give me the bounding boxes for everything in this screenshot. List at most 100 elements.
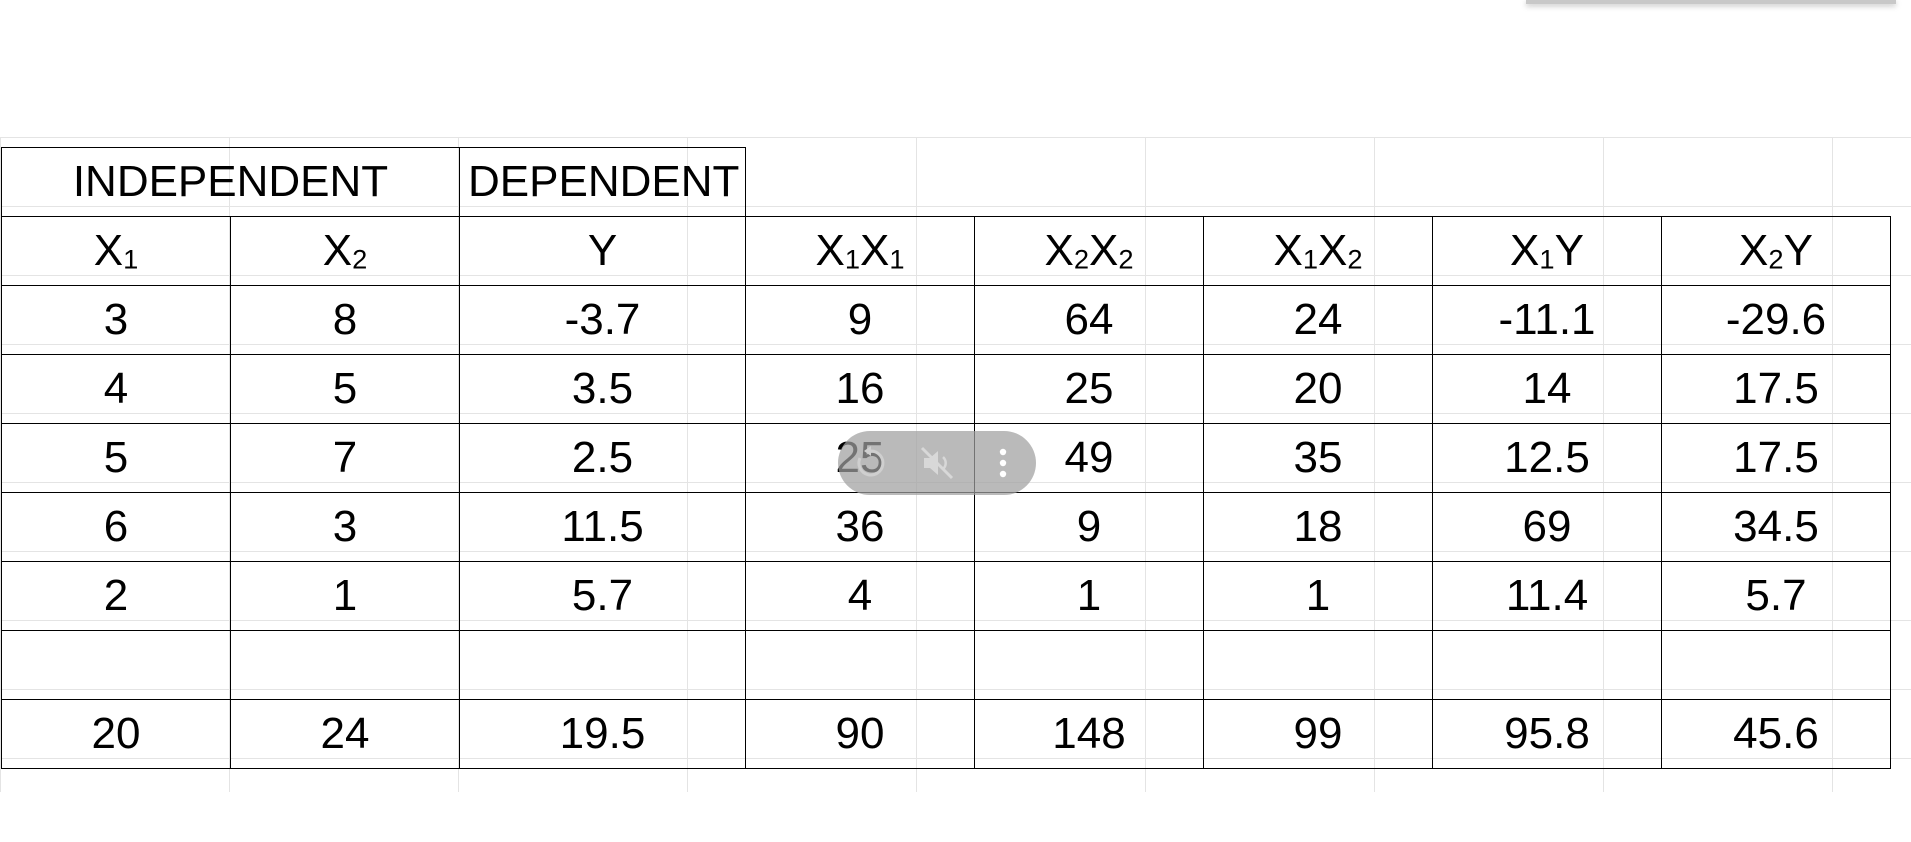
column-header[interactable]: X1X1 bbox=[745, 216, 975, 286]
table-cell[interactable] bbox=[230, 630, 460, 700]
table-cell[interactable] bbox=[974, 630, 1204, 700]
table-body: 3 8 -3.7 9 64 24 -11.1 -29.6 4 5 3.5 16 25 20 14 17.5 5 7… bbox=[1, 285, 1891, 769]
header-symbol: Y bbox=[587, 226, 618, 275]
header-symbol: Y bbox=[1783, 226, 1813, 275]
empty-cell[interactable] bbox=[975, 148, 1204, 217]
header-symbol: Y bbox=[1554, 226, 1584, 275]
table-cell[interactable]: 5.7 bbox=[459, 561, 746, 631]
replay-icon[interactable] bbox=[851, 443, 891, 483]
table-cell[interactable]: 9 bbox=[745, 285, 975, 355]
more-options-icon[interactable] bbox=[983, 443, 1023, 483]
empty-cell[interactable] bbox=[1204, 148, 1433, 217]
table-cell[interactable]: 1 bbox=[1203, 561, 1433, 631]
table-cell[interactable]: 1 bbox=[230, 561, 460, 631]
table-cell[interactable]: 11.4 bbox=[1432, 561, 1662, 631]
column-header[interactable]: X2Y bbox=[1661, 216, 1891, 286]
table-cell[interactable]: 148 bbox=[974, 699, 1204, 769]
column-header-row: X1 X2 Y X1X1 X2X2 X1X2 X1Y X2Y bbox=[1, 216, 1891, 286]
table-cell[interactable] bbox=[1432, 630, 1662, 700]
table-cell[interactable]: 24 bbox=[230, 699, 460, 769]
column-header[interactable]: X2 bbox=[230, 216, 460, 286]
header-subscript: 2 bbox=[1073, 243, 1089, 275]
dependent-header[interactable]: DEPENDENT bbox=[459, 147, 746, 217]
table-cell[interactable]: 45.6 bbox=[1661, 699, 1891, 769]
header-symbol: X bbox=[1739, 226, 1769, 275]
header-subscript: 1 bbox=[889, 243, 905, 275]
empty-cell[interactable] bbox=[1662, 148, 1891, 217]
top-panel-edge bbox=[1526, 0, 1896, 4]
table-cell[interactable]: 18 bbox=[1203, 492, 1433, 562]
table-cell[interactable]: 36 bbox=[745, 492, 975, 562]
table-cell[interactable]: 25 bbox=[974, 354, 1204, 424]
column-header[interactable]: X2X2 bbox=[974, 216, 1204, 286]
table-cell[interactable]: -3.7 bbox=[459, 285, 746, 355]
table-cell[interactable]: 4 bbox=[745, 561, 975, 631]
table-cell[interactable] bbox=[1661, 630, 1891, 700]
table-cell[interactable]: 1 bbox=[974, 561, 1204, 631]
table-cell[interactable]: 90 bbox=[745, 699, 975, 769]
table-cell[interactable]: 35 bbox=[1203, 423, 1433, 493]
table-cell[interactable] bbox=[745, 630, 975, 700]
header-symbol: X bbox=[1044, 226, 1074, 275]
header-subscript: 2 bbox=[1118, 243, 1134, 275]
column-header[interactable]: X1X2 bbox=[1203, 216, 1433, 286]
table-cell[interactable]: 99 bbox=[1203, 699, 1433, 769]
independent-header[interactable]: INDEPENDENT bbox=[1, 147, 460, 217]
table-cell[interactable]: -11.1 bbox=[1432, 285, 1662, 355]
header-subscript: 1 bbox=[1539, 243, 1555, 275]
header-subscript: 2 bbox=[1768, 243, 1784, 275]
table-cell[interactable]: 3.5 bbox=[459, 354, 746, 424]
header-subscript: 1 bbox=[844, 243, 860, 275]
header-symbol: X bbox=[860, 226, 890, 275]
header-subscript: 1 bbox=[1302, 243, 1318, 275]
table-cell[interactable]: 20 bbox=[1203, 354, 1433, 424]
table-cell[interactable]: 6 bbox=[1, 492, 231, 562]
table-cell[interactable]: 7 bbox=[230, 423, 460, 493]
header-symbol: X bbox=[1089, 226, 1119, 275]
table-cell[interactable]: 9 bbox=[974, 492, 1204, 562]
mute-icon[interactable] bbox=[917, 443, 957, 483]
table-cell[interactable]: 12.5 bbox=[1432, 423, 1662, 493]
data-table: INDEPENDENT DEPENDENT X1 X2 Y X1X1 X2X2 X1X2 X… bbox=[1, 147, 1891, 769]
table-cell[interactable]: 69 bbox=[1432, 492, 1662, 562]
table-cell[interactable] bbox=[459, 630, 746, 700]
table-cell[interactable]: -29.6 bbox=[1661, 285, 1891, 355]
table-cell[interactable]: 17.5 bbox=[1661, 423, 1891, 493]
table-cell[interactable]: 5 bbox=[1, 423, 231, 493]
empty-cell[interactable] bbox=[746, 148, 975, 217]
column-header[interactable]: X1Y bbox=[1432, 216, 1662, 286]
table-cell[interactable]: 3 bbox=[230, 492, 460, 562]
header-symbol: X bbox=[322, 226, 353, 275]
empty-cell[interactable] bbox=[1433, 148, 1662, 217]
header-symbol: X bbox=[1273, 226, 1303, 275]
table-cell[interactable]: 24 bbox=[1203, 285, 1433, 355]
table-cell[interactable]: 34.5 bbox=[1661, 492, 1891, 562]
table-cell[interactable]: 3 bbox=[1, 285, 231, 355]
table-cell[interactable] bbox=[1, 630, 231, 700]
table-cell[interactable]: 8 bbox=[230, 285, 460, 355]
table-cell[interactable]: 2 bbox=[1, 561, 231, 631]
table-cell[interactable]: 5 bbox=[230, 354, 460, 424]
table-cell[interactable]: 2.5 bbox=[459, 423, 746, 493]
header-symbol: X bbox=[1510, 226, 1540, 275]
table-cell[interactable]: 64 bbox=[974, 285, 1204, 355]
table-cell[interactable]: 20 bbox=[1, 699, 231, 769]
column-header[interactable]: X1 bbox=[1, 216, 231, 286]
table-cell[interactable]: 14 bbox=[1432, 354, 1662, 424]
column-header[interactable]: Y bbox=[459, 216, 746, 286]
table-cell[interactable]: 95.8 bbox=[1432, 699, 1662, 769]
table-cell[interactable]: 17.5 bbox=[1661, 354, 1891, 424]
header-symbol: X bbox=[815, 226, 845, 275]
header-symbol: X bbox=[93, 226, 124, 275]
table-cell[interactable] bbox=[1203, 630, 1433, 700]
table-cell[interactable]: 16 bbox=[745, 354, 975, 424]
table-cell[interactable]: 11.5 bbox=[459, 492, 746, 562]
video-controls-overlay[interactable] bbox=[838, 431, 1036, 495]
header-subscript: 1 bbox=[123, 243, 139, 275]
totals-row: 20 24 19.5 90 148 99 95.8 45.6 bbox=[1, 699, 1891, 769]
table-cell[interactable]: 19.5 bbox=[459, 699, 746, 769]
table-cell[interactable]: 5.7 bbox=[1661, 561, 1891, 631]
table-row: 3 8 -3.7 9 64 24 -11.1 -29.6 bbox=[1, 285, 1891, 355]
table-cell[interactable]: 4 bbox=[1, 354, 231, 424]
table-row bbox=[1, 630, 1891, 700]
